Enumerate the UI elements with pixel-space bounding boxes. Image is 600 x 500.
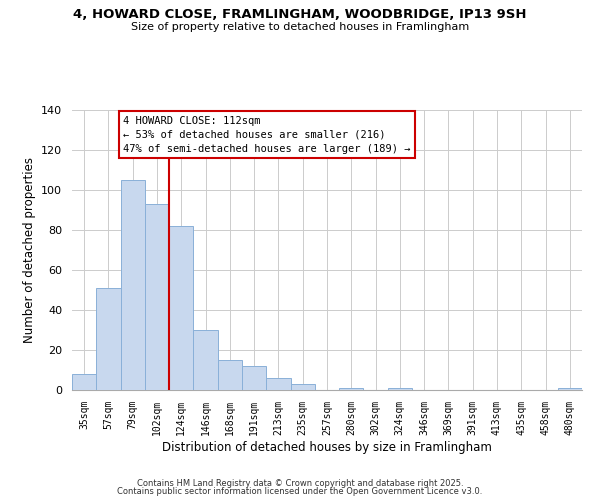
Text: 4, HOWARD CLOSE, FRAMLINGHAM, WOODBRIDGE, IP13 9SH: 4, HOWARD CLOSE, FRAMLINGHAM, WOODBRIDGE… [73,8,527,20]
Bar [96,288,121,390]
Y-axis label: Number of detached properties: Number of detached properties [23,157,35,343]
Bar [169,226,193,390]
Bar [72,374,96,390]
Text: Contains HM Land Registry data © Crown copyright and database right 2025.: Contains HM Land Registry data © Crown c… [137,478,463,488]
Bar [339,388,364,390]
Bar [145,204,169,390]
Bar [242,366,266,390]
Bar [121,180,145,390]
Bar [388,388,412,390]
Bar [193,330,218,390]
Text: 4 HOWARD CLOSE: 112sqm
← 53% of detached houses are smaller (216)
47% of semi-de: 4 HOWARD CLOSE: 112sqm ← 53% of detached… [123,116,410,154]
Text: Contains public sector information licensed under the Open Government Licence v3: Contains public sector information licen… [118,487,482,496]
X-axis label: Distribution of detached houses by size in Framlingham: Distribution of detached houses by size … [162,440,492,454]
Bar [218,360,242,390]
Text: Size of property relative to detached houses in Framlingham: Size of property relative to detached ho… [131,22,469,32]
Bar [558,388,582,390]
Bar [290,384,315,390]
Bar [266,378,290,390]
